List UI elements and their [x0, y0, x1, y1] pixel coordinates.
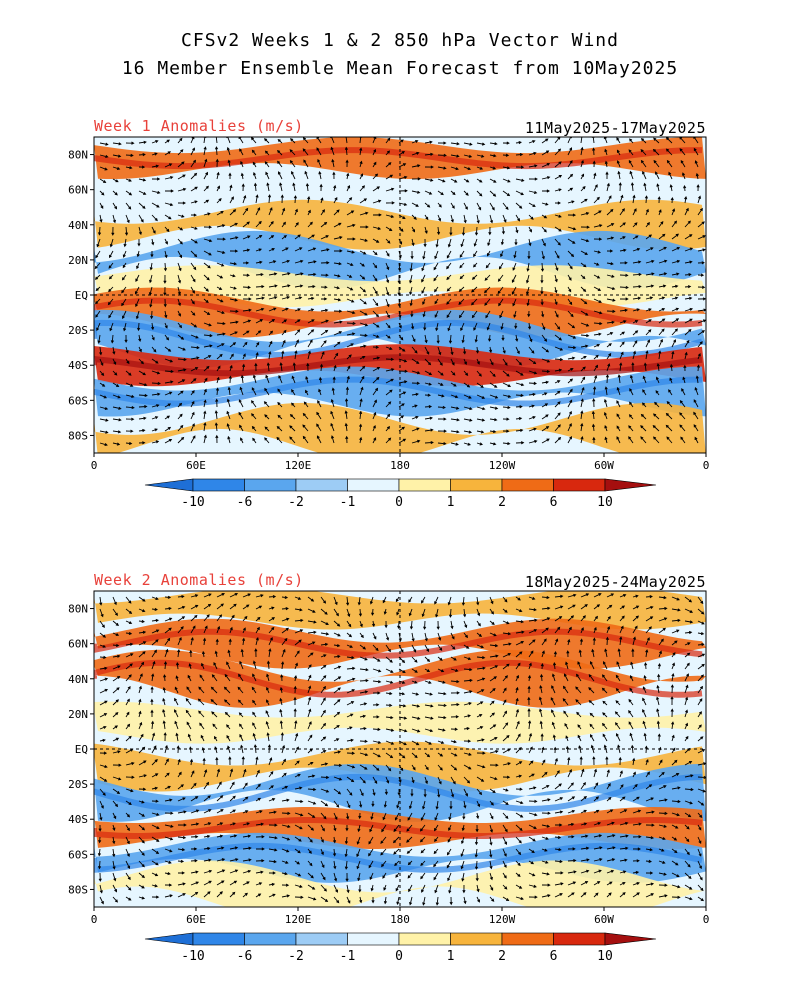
colorbar-label: -2	[288, 495, 304, 510]
lon-label: 60W	[594, 459, 614, 472]
anomaly-core	[94, 319, 703, 358]
anomaly-core	[94, 659, 703, 698]
colorbar-high-arrow	[604, 932, 657, 946]
anomaly-core	[94, 376, 703, 407]
panel-2-label: Week 2 Anomalies (m/s)	[94, 571, 304, 589]
panel-1-date-range: 11May2025-17May2025	[524, 119, 706, 137]
colorbar-1: -10 -6 -2 -1 0 1 2 6 10	[144, 478, 657, 510]
colorbar-bin	[244, 478, 297, 492]
lon-label: 60W	[594, 913, 614, 926]
colorbar-bin	[295, 932, 348, 946]
lat-label: 40S	[68, 359, 88, 372]
colorbar-bin	[295, 478, 348, 492]
anomaly-band	[94, 230, 706, 289]
colorbar-high-arrow	[604, 478, 657, 492]
anomaly-band	[94, 199, 706, 250]
lat-label: 60N	[68, 184, 88, 197]
colorbar-bin	[450, 932, 503, 946]
colorbar-label: 1	[447, 949, 455, 964]
colorbar-bin	[398, 478, 451, 492]
colorbar-low-arrow	[144, 932, 194, 946]
colorbar-bin	[501, 478, 554, 492]
colorbar-bin	[192, 478, 245, 492]
anomaly-core	[94, 628, 703, 659]
lat-label: 20N	[68, 708, 88, 721]
colorbar-bin	[192, 932, 245, 946]
colorbar-bin	[501, 932, 554, 946]
colorbar-label: -2	[288, 949, 304, 964]
lon-label: 0	[703, 459, 710, 472]
colorbar-label: 2	[498, 949, 506, 964]
lon-label: 180	[390, 459, 410, 472]
lat-label: 60S	[68, 848, 88, 861]
lat-label: 80S	[68, 883, 88, 896]
lon-label: 0	[91, 913, 98, 926]
colorbar-label: -10	[181, 495, 204, 510]
colorbar-label: -1	[340, 949, 356, 964]
lon-label: 120E	[285, 459, 312, 472]
lat-label: 80N	[68, 149, 88, 162]
colorbar-bin	[398, 932, 451, 946]
lon-label: 120W	[489, 459, 516, 472]
anomaly-band	[94, 137, 706, 180]
lat-label: 60N	[68, 638, 88, 651]
colorbar-bin	[347, 478, 400, 492]
panel-2-date-range: 18May2025-24May2025	[524, 573, 706, 591]
anomaly-core	[94, 842, 703, 873]
lon-label: 0	[703, 913, 710, 926]
chart-title-line1: CFSv2 Weeks 1 & 2 850 hPa Vector Wind	[181, 30, 619, 51]
lat-label: 40S	[68, 813, 88, 826]
lon-label: 60E	[186, 913, 206, 926]
lon-label: 60E	[186, 459, 206, 472]
lat-label: EQ	[75, 289, 88, 302]
colorbar-bin	[244, 932, 297, 946]
anomaly-core	[94, 297, 703, 328]
lat-label: 20S	[68, 778, 88, 791]
chart-title-line2: 16 Member Ensemble Mean Forecast from 10…	[121, 58, 679, 79]
lon-label: 180	[390, 913, 410, 926]
lat-label: 20S	[68, 324, 88, 337]
colorbar-label: -6	[237, 949, 253, 964]
lat-label: 60S	[68, 394, 88, 407]
anomaly-band	[94, 649, 706, 708]
colorbar-label: 1	[447, 495, 455, 510]
lat-label: 80N	[68, 603, 88, 616]
colorbar-bin	[553, 478, 606, 492]
colorbar-label: 10	[597, 949, 613, 964]
lat-label: 40N	[68, 673, 88, 686]
lon-label: 0	[91, 459, 98, 472]
colorbar-label: 2	[498, 495, 506, 510]
wind-vectors	[94, 137, 706, 447]
colorbar-bin	[347, 932, 400, 946]
colorbar-label: -6	[237, 495, 253, 510]
panel-1-label: Week 1 Anomalies (m/s)	[94, 117, 304, 135]
lat-label: EQ	[75, 743, 88, 756]
colorbar-bin	[553, 932, 606, 946]
colorbar-label: 10	[597, 495, 613, 510]
colorbar-bin	[450, 478, 503, 492]
colorbar-label: 0	[395, 949, 403, 964]
colorbar-label: -10	[181, 949, 204, 964]
anomaly-core	[94, 147, 703, 170]
colorbar-low-arrow	[144, 478, 194, 492]
anomaly-core	[94, 773, 703, 812]
anomaly-core	[94, 354, 703, 377]
lon-label: 120W	[489, 913, 516, 926]
lat-label: 20N	[68, 254, 88, 267]
colorbar-label: 0	[395, 495, 403, 510]
wind-vectors	[97, 592, 706, 906]
colorbar-label: 6	[550, 949, 558, 964]
colorbar-label: 6	[550, 495, 558, 510]
colorbar-2: -10 -6 -2 -1 0 1 2 6 10	[144, 932, 657, 964]
colorbar-label: -1	[340, 495, 356, 510]
lon-label: 120E	[285, 913, 312, 926]
lat-label: 40N	[68, 219, 88, 232]
lat-label: 80S	[68, 429, 88, 442]
